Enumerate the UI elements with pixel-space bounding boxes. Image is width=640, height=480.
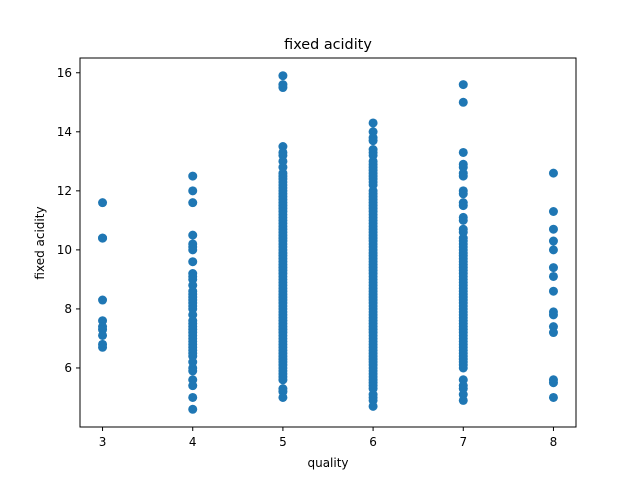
x-tick-label: 5: [279, 435, 287, 449]
data-point: [98, 233, 108, 243]
data-point: [458, 171, 468, 181]
chart-title: fixed acidity: [284, 37, 372, 53]
data-point: [188, 245, 198, 255]
axes-layer: 3 4 5 6 7 8 6 8 10 12 14 16: [57, 57, 577, 449]
data-point: [188, 230, 198, 240]
data-point: [188, 404, 198, 414]
data-point: [188, 171, 198, 181]
data-point: [278, 83, 288, 93]
data-point: [458, 363, 468, 373]
x-tick-label: 4: [189, 435, 197, 449]
data-point: [548, 224, 558, 234]
data-point: [458, 215, 468, 225]
data-point: [98, 295, 108, 305]
data-point: [458, 189, 468, 199]
data-point: [278, 71, 288, 81]
x-tick-label: 7: [459, 435, 467, 449]
data-point: [278, 375, 288, 385]
data-point: [458, 395, 468, 405]
data-point: [98, 330, 108, 340]
data-point: [458, 147, 468, 157]
y-tick-label: 14: [57, 125, 72, 139]
data-point: [548, 207, 558, 216]
data-point: [548, 263, 558, 273]
y-axis-label: fixed acidity: [33, 206, 47, 279]
plot-frame: [79, 57, 577, 428]
x-tick-label: 6: [369, 435, 377, 449]
y-tick-label: 6: [64, 361, 72, 375]
data-point: [368, 118, 378, 128]
data-point: [548, 236, 558, 246]
data-point: [368, 136, 378, 146]
data-point: [368, 401, 378, 411]
x-tick-label: 3: [99, 435, 107, 449]
data-point: [98, 342, 108, 352]
data-point: [548, 328, 558, 338]
data-point: [188, 186, 198, 196]
y-tick-label: 10: [57, 243, 72, 257]
y-tick-label: 8: [64, 302, 72, 316]
data-point: [278, 392, 288, 402]
data-point: [458, 201, 468, 211]
data-point: [458, 97, 468, 107]
data-point: [548, 392, 558, 402]
data-point: [188, 366, 198, 376]
data-point: [458, 80, 468, 90]
data-point: [98, 198, 108, 208]
data-point: [548, 378, 558, 388]
data-point: [188, 381, 198, 391]
data-point: [548, 168, 558, 178]
data-point: [188, 392, 198, 402]
x-axis-label: quality: [307, 456, 348, 470]
data-point: [548, 286, 558, 296]
data-point: [548, 245, 558, 255]
x-tick-label: 8: [550, 435, 558, 449]
data-point: [188, 257, 198, 267]
y-tick-label: 12: [57, 184, 72, 198]
data-point: [188, 198, 198, 208]
points-layer: [98, 71, 558, 414]
y-tick-label: 16: [57, 66, 72, 80]
data-point: [548, 271, 558, 281]
data-point: [548, 310, 558, 320]
